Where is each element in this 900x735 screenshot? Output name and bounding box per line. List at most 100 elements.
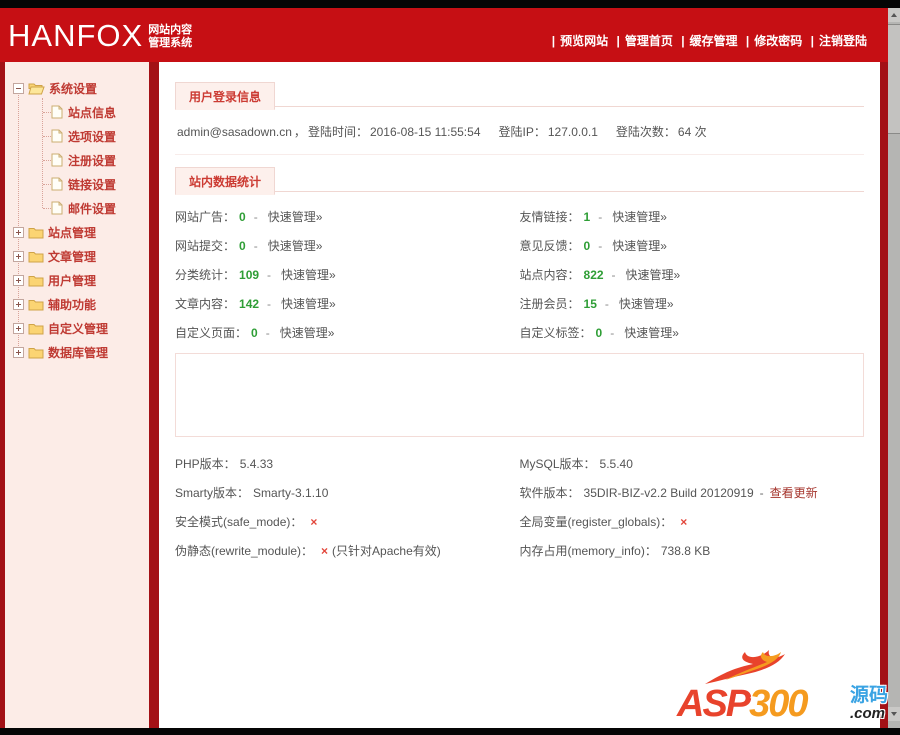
stat-label: 友情链接： bbox=[519, 210, 580, 224]
sys-label: 软件版本： bbox=[519, 486, 580, 500]
quick-manage-link[interactable]: 快速管理» bbox=[612, 239, 667, 253]
open-folder-icon bbox=[28, 81, 45, 95]
stat-row-site-content: 站点内容： 822- 快速管理» bbox=[520, 260, 865, 289]
document-icon bbox=[51, 201, 63, 215]
top-nav: | 预览网站 | 管理首页 | 缓存管理 | 修改密码 | 注销登陆 bbox=[550, 32, 870, 49]
expand-icon[interactable] bbox=[13, 346, 24, 358]
cross-icon: × bbox=[680, 514, 688, 529]
stats-tab-row: 站内数据统计 bbox=[175, 167, 864, 195]
quick-manage-link[interactable]: 快速管理» bbox=[618, 297, 674, 311]
sidebar-item-register-settings[interactable]: 注册设置 bbox=[37, 148, 149, 172]
scrollbar-thumb[interactable] bbox=[888, 24, 900, 134]
expand-icon[interactable] bbox=[13, 274, 24, 286]
dash: - bbox=[265, 325, 270, 340]
sidebar-item-custom-manage[interactable]: 自定义管理 bbox=[13, 316, 149, 340]
sys-value: 738.8 KB bbox=[660, 543, 711, 558]
sidebar-item-database-manage[interactable]: 数据库管理 bbox=[13, 340, 149, 364]
scrollbar[interactable] bbox=[888, 8, 900, 728]
sidebar-item-label: 文章管理 bbox=[48, 249, 97, 264]
stat-label: 网站提交： bbox=[175, 239, 236, 253]
logo-subtitle-line2: 管理系统 bbox=[148, 37, 193, 49]
sidebar-item-link-settings[interactable]: 链接设置 bbox=[37, 172, 149, 196]
sidebar-item-label: 系统设置 bbox=[49, 81, 98, 96]
login-count-label: 登陆次数： bbox=[615, 125, 676, 139]
sidebar-item-article-manage[interactable]: 文章管理 bbox=[13, 244, 149, 268]
sidebar-item-mail-settings[interactable]: 邮件设置 bbox=[37, 196, 149, 220]
folder-icon bbox=[28, 322, 44, 335]
sidebar-item-label: 自定义管理 bbox=[48, 321, 109, 336]
stat-value: 0 bbox=[239, 209, 246, 224]
logo-subtitle: 网站内容 管理系统 bbox=[148, 24, 192, 50]
stat-row-category-stats: 分类统计： 109- 快速管理» bbox=[175, 260, 520, 289]
quick-manage-link[interactable]: 快速管理» bbox=[279, 326, 335, 340]
login-time-label: 登陆时间： bbox=[307, 125, 368, 139]
stat-value: 0 bbox=[251, 325, 258, 340]
stat-label: 自定义页面： bbox=[175, 326, 248, 340]
quick-manage-link[interactable]: 快速管理» bbox=[267, 210, 323, 224]
quick-manage-link[interactable]: 快速管理» bbox=[624, 326, 679, 340]
folder-icon bbox=[28, 274, 44, 287]
check-update-link[interactable]: 查看更新 bbox=[769, 486, 818, 500]
sidebar-item-label: 站点管理 bbox=[48, 225, 97, 240]
sidebar-subtree: 站点信息 选项设置 注册设置 链接设置 邮件设置 bbox=[37, 98, 149, 220]
sidebar-item-system-settings[interactable]: 系统设置 bbox=[13, 76, 149, 100]
stat-row-registered-members: 注册会员： 15- 快速管理» bbox=[520, 289, 865, 318]
login-email: admin@sasadown.cn bbox=[177, 125, 292, 139]
scrollbar-down-button[interactable] bbox=[888, 707, 900, 721]
nav-link-logout[interactable]: 注销登陆 bbox=[818, 34, 867, 48]
sidebar-item-option-settings[interactable]: 选项设置 bbox=[37, 124, 149, 148]
bottom-black-bar bbox=[0, 728, 900, 735]
dash: - bbox=[610, 325, 615, 340]
sidebar-divider bbox=[149, 62, 159, 728]
scrollbar-up-button[interactable] bbox=[888, 8, 900, 22]
dash: - bbox=[267, 267, 272, 282]
nav-link-preview-site[interactable]: 预览网站 bbox=[560, 34, 609, 48]
sys-row-register-globals: 全局变量(register_globals)： × bbox=[520, 507, 865, 536]
sidebar-item-site-manage[interactable]: 站点管理 bbox=[13, 220, 149, 244]
sidebar-item-auxiliary[interactable]: 辅助功能 bbox=[13, 292, 149, 316]
expand-icon[interactable] bbox=[13, 322, 24, 334]
nav-link-admin-home[interactable]: 管理首页 bbox=[624, 34, 673, 48]
expand-icon[interactable] bbox=[13, 298, 24, 310]
stat-row-site-submissions: 网站提交： 0- 快速管理» bbox=[175, 231, 520, 260]
tab-user-login-info[interactable]: 用户登录信息 bbox=[175, 82, 276, 110]
dash: - bbox=[604, 296, 609, 311]
notice-panel bbox=[175, 353, 864, 437]
stat-row-custom-pages: 自定义页面： 0- 快速管理» bbox=[175, 318, 520, 347]
stat-row-website-ads: 网站广告： 0- 快速管理» bbox=[175, 202, 520, 231]
dash: - bbox=[598, 209, 603, 224]
source-code-text: 源码 bbox=[850, 685, 889, 707]
sys-label: MySQL版本： bbox=[519, 457, 596, 471]
nav-link-cache-manage[interactable]: 缓存管理 bbox=[689, 34, 738, 48]
sys-row-smarty-version: Smarty版本： Smarty-3.1.10 bbox=[175, 478, 520, 507]
document-icon bbox=[51, 177, 63, 191]
sys-label: Smarty版本： bbox=[175, 486, 250, 500]
cross-icon: × bbox=[310, 514, 318, 529]
quick-manage-link[interactable]: 快速管理» bbox=[281, 268, 336, 282]
sidebar-item-user-manage[interactable]: 用户管理 bbox=[13, 268, 149, 292]
cross-icon: × bbox=[321, 543, 329, 558]
right-frame-stripe bbox=[880, 62, 888, 728]
nav-separator: | bbox=[551, 34, 556, 48]
expand-icon[interactable] bbox=[13, 250, 24, 262]
stat-value: 15 bbox=[583, 296, 597, 311]
sidebar-item-label: 用户管理 bbox=[48, 273, 97, 288]
quick-manage-link[interactable]: 快速管理» bbox=[625, 268, 681, 282]
quick-manage-link[interactable]: 快速管理» bbox=[267, 239, 323, 253]
dash: - bbox=[611, 267, 616, 282]
expand-icon[interactable] bbox=[13, 226, 24, 238]
sidebar: 系统设置 站点信息 选项设置 注册设置 链接设置 bbox=[5, 62, 149, 728]
stat-value: 0 bbox=[595, 325, 603, 340]
tab-site-stats[interactable]: 站内数据统计 bbox=[175, 167, 276, 195]
sys-label: 伪静态(rewrite_module)： bbox=[175, 544, 314, 558]
quick-manage-link[interactable]: 快速管理» bbox=[612, 210, 667, 224]
nav-link-change-password[interactable]: 修改密码 bbox=[754, 34, 803, 48]
sidebar-item-site-info[interactable]: 站点信息 bbox=[37, 100, 149, 124]
collapse-icon[interactable] bbox=[13, 82, 24, 94]
num-text: 300 bbox=[749, 683, 808, 725]
quick-manage-link[interactable]: 快速管理» bbox=[281, 297, 336, 311]
stat-label: 意见反馈： bbox=[519, 239, 580, 253]
sys-row-rewrite-module: 伪静态(rewrite_module)： × (只针对Apache有效) bbox=[175, 536, 520, 565]
stat-value: 0 bbox=[583, 238, 591, 253]
